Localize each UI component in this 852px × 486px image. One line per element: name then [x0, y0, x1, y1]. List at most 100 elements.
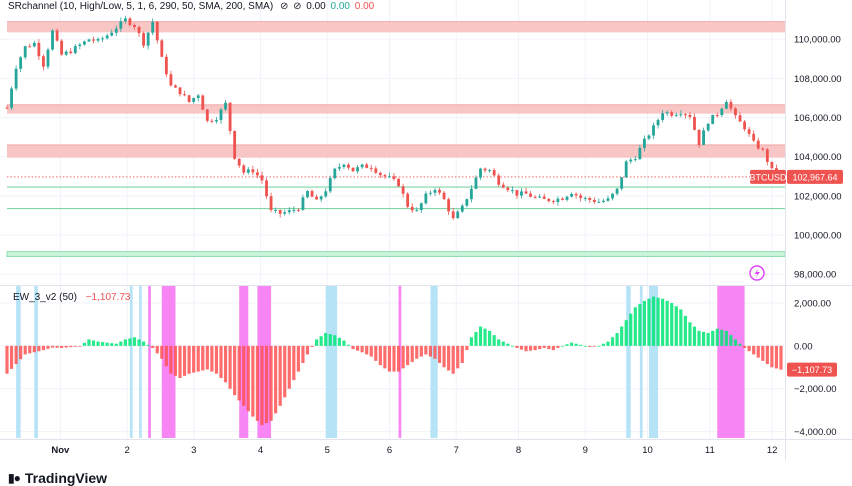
candle-body: [378, 172, 382, 176]
candle-body: [369, 167, 373, 169]
candle-body: [310, 191, 314, 197]
candle-body: [92, 39, 95, 41]
candle-body: [520, 191, 523, 196]
candle-body: [620, 177, 624, 189]
candle-body: [738, 115, 742, 122]
candle-body: [296, 209, 300, 211]
oscillator-axis[interactable]: 2,000.00 0.00 −2,000.00 −4,000.00: [794, 299, 837, 439]
candle-body: [647, 135, 651, 139]
histogram-bar: [601, 343, 606, 346]
histogram-bar: [283, 345, 287, 398]
candle-body: [256, 172, 259, 176]
candle-body: [342, 164, 346, 167]
histogram-bar: [665, 300, 669, 346]
histogram-bar: [620, 326, 624, 346]
indicator-name: SRchannel: [8, 1, 57, 12]
histogram-bar: [624, 320, 628, 346]
histogram-bar: [392, 345, 396, 372]
legend-value-1: 0.00: [306, 1, 326, 12]
histogram-bar: [192, 345, 196, 373]
symbol-tag-bg: [750, 169, 786, 184]
candle-body: [424, 193, 428, 204]
histogram-bar: [387, 345, 392, 372]
candle-body: [23, 46, 27, 58]
histogram-bar: [747, 345, 751, 352]
candle-body: [597, 201, 601, 203]
oscillator-tick-label: 2,000.00: [794, 299, 831, 310]
candle-body: [501, 184, 505, 188]
candle-body: [683, 114, 687, 116]
histogram-bar: [173, 345, 178, 376]
histogram-bar: [23, 345, 27, 355]
histogram-bar: [246, 345, 250, 412]
histogram-bar: [656, 297, 660, 346]
histogram-bar: [474, 331, 478, 346]
histogram-bar: [237, 345, 241, 401]
lightning-icon[interactable]: [749, 265, 765, 281]
histogram-bar: [738, 343, 742, 346]
oscillator-tag: −1,107.73: [787, 362, 837, 377]
time-tick-label: 11: [705, 445, 715, 456]
candle-body: [10, 88, 13, 108]
candle-body: [551, 201, 555, 203]
time-axis[interactable]: Nov 2 3 4 5 6 7 8 9 10 11 12: [51, 445, 777, 456]
ew-legend[interactable]: EW_3_v2 (50) −1,107.73: [13, 292, 130, 303]
histogram-bar: [574, 343, 578, 346]
histogram-bar: [274, 345, 278, 414]
candle-body: [638, 147, 642, 160]
histogram-bar: [706, 333, 710, 346]
histogram-bar: [260, 345, 264, 426]
histogram-bar: [50, 345, 55, 348]
histogram-bar: [592, 345, 596, 347]
candle-body: [169, 74, 173, 86]
candle-body: [679, 114, 683, 116]
tradingview-logo[interactable]: ▮● TradingView: [8, 470, 107, 486]
histogram-bar: [752, 345, 756, 355]
candle-body: [19, 57, 23, 69]
candle-body: [164, 56, 168, 75]
candle-body: [488, 170, 492, 172]
candle-body: [702, 130, 706, 145]
candle-body: [37, 42, 41, 57]
candle-body: [611, 193, 614, 199]
candle-body: [592, 199, 596, 202]
histogram-bar: [756, 345, 760, 358]
candle-body: [756, 140, 760, 149]
price-tick-label: 110,000.00: [794, 35, 841, 46]
histogram-bar: [478, 326, 483, 346]
candle-body: [160, 40, 164, 57]
histogram-bar: [711, 330, 715, 346]
srchannel-legend[interactable]: SRchannel (10, High/Low, 5, 1, 6, 290, 5…: [8, 1, 374, 12]
histogram-bar: [483, 328, 487, 346]
candle-body: [224, 102, 227, 110]
candle-body: [429, 192, 432, 194]
candle-body: [64, 51, 68, 55]
price-axis[interactable]: 110,000.00 108,000.00 106,000.00 104,000.00…: [794, 35, 842, 281]
histogram-bar: [488, 330, 492, 346]
time-tick-label: 9: [583, 445, 588, 456]
oscillator-tick-label: −4,000.00: [794, 427, 837, 438]
histogram-bar: [383, 345, 387, 369]
eye-off-icon[interactable]: ⊘: [293, 1, 302, 12]
candle-body: [123, 18, 127, 22]
histogram-bar: [251, 345, 255, 417]
histogram-bar: [406, 345, 410, 366]
histogram-bar: [610, 337, 615, 346]
histogram-bar: [9, 345, 14, 369]
eye-off-icon[interactable]: ⊘: [279, 1, 289, 12]
signal-band-cyan: [430, 285, 438, 438]
resistance-zone: [7, 144, 785, 158]
histogram-bar: [178, 345, 182, 378]
candle-body: [542, 196, 546, 199]
brand-text: TradingView: [24, 470, 108, 486]
candle-body: [656, 119, 660, 126]
resistance-zone: [7, 21, 785, 33]
candle-body: [242, 165, 246, 173]
candle-body: [665, 112, 669, 114]
resistance-zone: [7, 104, 785, 114]
candle-body: [483, 168, 487, 171]
histogram-bar: [674, 306, 678, 346]
candle-body: [697, 129, 701, 145]
candle-body: [752, 133, 756, 141]
candle-body: [315, 196, 319, 200]
